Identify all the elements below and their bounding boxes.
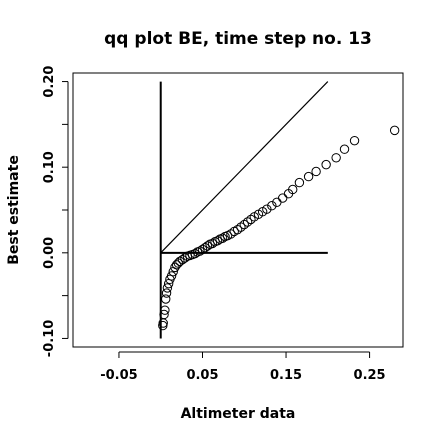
data-point (197, 244, 208, 255)
x-tick-label: 0.05 (186, 368, 218, 383)
x-axis-label: Altimeter data (181, 406, 296, 422)
data-point (311, 166, 321, 177)
y-tick-label: 0.10 (42, 151, 57, 183)
data-point (202, 241, 213, 251)
data-point (267, 201, 277, 211)
y-tick-label: 0.00 (42, 237, 57, 269)
data-points (158, 125, 400, 331)
chart-title: qq plot BE, time step no. 13 (104, 29, 372, 49)
x-tick-label: -0.05 (100, 368, 137, 383)
data-point (166, 271, 177, 281)
data-point (331, 153, 341, 163)
data-point (236, 222, 246, 232)
data-point (162, 283, 173, 293)
data-point (349, 135, 360, 146)
data-point (161, 288, 172, 298)
y-axis: -0.10 0.00 0.10 0.20 (42, 66, 69, 357)
data-point (212, 236, 223, 246)
x-tick-label: 0.15 (270, 368, 302, 383)
data-point (171, 260, 182, 270)
data-point (200, 242, 210, 253)
data-point (207, 238, 218, 249)
x-tick-label: 0.25 (354, 368, 386, 383)
x-axis: -0.05 0.05 0.15 0.25 (100, 351, 386, 383)
data-point (232, 224, 243, 235)
data-point (226, 229, 236, 239)
data-point (262, 204, 272, 214)
data-point (246, 214, 256, 225)
data-point (175, 256, 185, 267)
data-point (159, 309, 169, 320)
data-point (180, 253, 190, 263)
data-point (288, 184, 298, 195)
data-point (239, 219, 249, 230)
data-point (177, 254, 188, 265)
reference-line-1 (160, 81, 329, 254)
data-point (160, 305, 170, 315)
data-point (195, 246, 205, 256)
data-point (389, 125, 400, 136)
data-point (339, 144, 350, 154)
data-point (321, 159, 331, 170)
data-point (190, 248, 200, 259)
data-point (161, 294, 171, 304)
data-point (294, 177, 305, 188)
y-axis-label: Best estimate (6, 155, 22, 265)
data-point (217, 233, 228, 243)
data-point (303, 171, 314, 182)
reference-lines (159, 81, 329, 339)
data-point (242, 217, 253, 227)
plot-frame (72, 72, 404, 348)
y-tick-label: 0.20 (42, 66, 57, 98)
data-point (277, 193, 288, 203)
y-tick-label: -0.10 (42, 320, 57, 357)
